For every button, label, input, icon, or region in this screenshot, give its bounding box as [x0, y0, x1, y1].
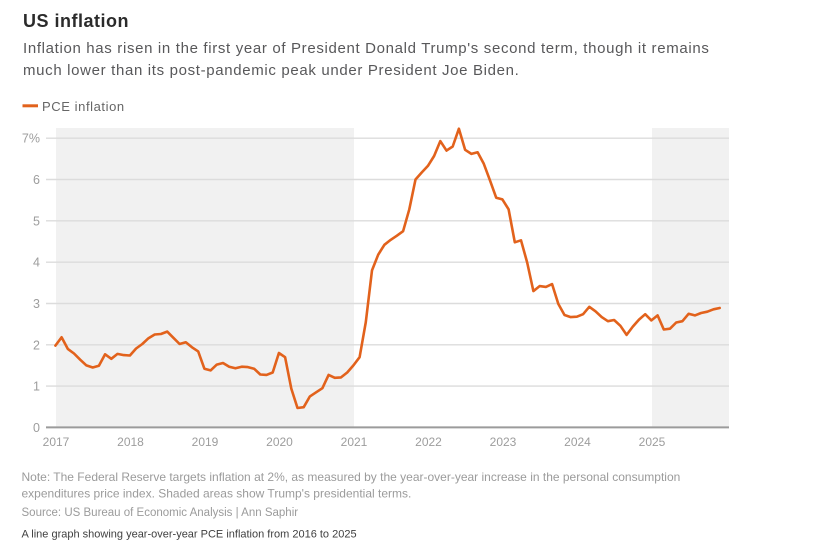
svg-text:0: 0 — [33, 421, 40, 435]
svg-text:2: 2 — [33, 338, 40, 352]
svg-text:3: 3 — [33, 297, 40, 311]
svg-text:2021: 2021 — [341, 435, 368, 449]
svg-text:5: 5 — [33, 214, 40, 228]
svg-text:6: 6 — [33, 173, 40, 187]
svg-text:US inflation: US inflation — [23, 11, 129, 31]
svg-text:2020: 2020 — [266, 435, 293, 449]
svg-text:Source: US Bureau of Economic: Source: US Bureau of Economic Analysis |… — [22, 507, 299, 519]
svg-text:PCE inflation: PCE inflation — [42, 99, 125, 114]
svg-text:2024: 2024 — [564, 435, 591, 449]
svg-text:1: 1 — [33, 380, 40, 394]
svg-text:expenditures price index. Shad: expenditures price index. Shaded areas s… — [22, 487, 412, 501]
svg-text:Note: The Federal Reserve targ: Note: The Federal Reserve targets inflat… — [22, 470, 681, 484]
svg-text:Inflation has risen in the fir: Inflation has risen in the first year of… — [23, 40, 710, 57]
svg-text:2025: 2025 — [639, 435, 666, 449]
svg-text:much lower than its post-pande: much lower than its post-pandemic peak u… — [23, 62, 520, 79]
svg-text:7%: 7% — [22, 132, 40, 146]
svg-text:2023: 2023 — [490, 435, 517, 449]
svg-text:4: 4 — [33, 256, 40, 270]
svg-text:A line graph showing year-over: A line graph showing year-over-year PCE … — [22, 529, 357, 541]
svg-text:2018: 2018 — [117, 435, 144, 449]
svg-text:2019: 2019 — [192, 435, 219, 449]
svg-text:2017: 2017 — [43, 435, 70, 449]
svg-text:2022: 2022 — [415, 435, 442, 449]
